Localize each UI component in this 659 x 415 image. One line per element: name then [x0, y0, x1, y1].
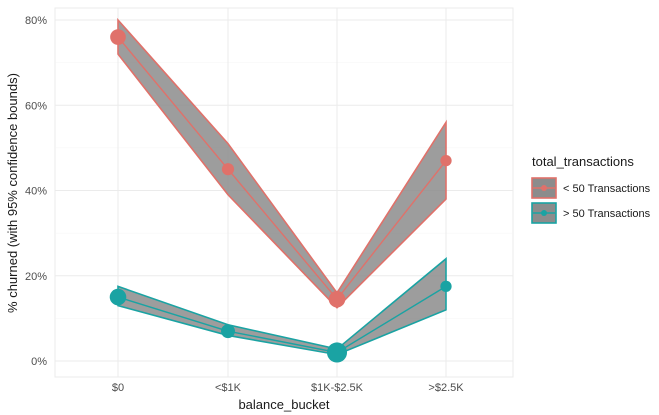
point-series-1	[110, 29, 126, 45]
confidence-band-series-1	[117, 17, 447, 309]
legend-key-point	[541, 185, 547, 191]
legend-title: total_transactions	[532, 154, 634, 169]
x-tick-label: $1K-$2.5K	[311, 382, 364, 394]
legend-label: > 50 Transactions	[563, 208, 651, 220]
point-series-2	[440, 280, 452, 293]
series-lines	[117, 36, 447, 354]
y-tick-label: 0%	[31, 356, 47, 368]
line-series-1	[117, 36, 447, 301]
legend-label: < 50 Transactions	[563, 183, 651, 195]
point-series-2	[326, 342, 348, 363]
series-points	[109, 29, 452, 363]
x-axis-title: balance_bucket	[238, 397, 329, 412]
point-series-2	[221, 324, 235, 339]
legend: total_transactions < 50 Transactions > 50…	[531, 154, 651, 224]
point-series-1	[221, 163, 235, 176]
y-tick-label: 60%	[25, 100, 47, 112]
x-tick-label: <$1K	[215, 382, 242, 394]
x-tick-labels: $0 <$1K $1K-$2.5K >$2.5K	[112, 382, 464, 394]
y-tick-label: 20%	[25, 271, 47, 283]
legend-items: < 50 Transactions > 50 Transactions	[531, 177, 651, 224]
x-tick-label: >$2.5K	[428, 382, 464, 394]
line-series-2	[117, 285, 447, 354]
legend-key-point	[541, 210, 547, 216]
point-series-1	[440, 155, 452, 167]
y-tick-labels: 0% 20% 40% 60% 80%	[25, 15, 47, 368]
confidence-band-series-2	[117, 256, 447, 356]
point-series-1	[328, 290, 346, 308]
x-tick-label: $0	[112, 382, 124, 394]
y-tick-label: 40%	[25, 186, 47, 198]
point-series-2	[109, 288, 127, 306]
y-tick-label: 80%	[25, 15, 47, 27]
confidence-bands	[117, 17, 447, 356]
y-axis-title: % churned (with 95% confidence bounds)	[5, 73, 20, 313]
